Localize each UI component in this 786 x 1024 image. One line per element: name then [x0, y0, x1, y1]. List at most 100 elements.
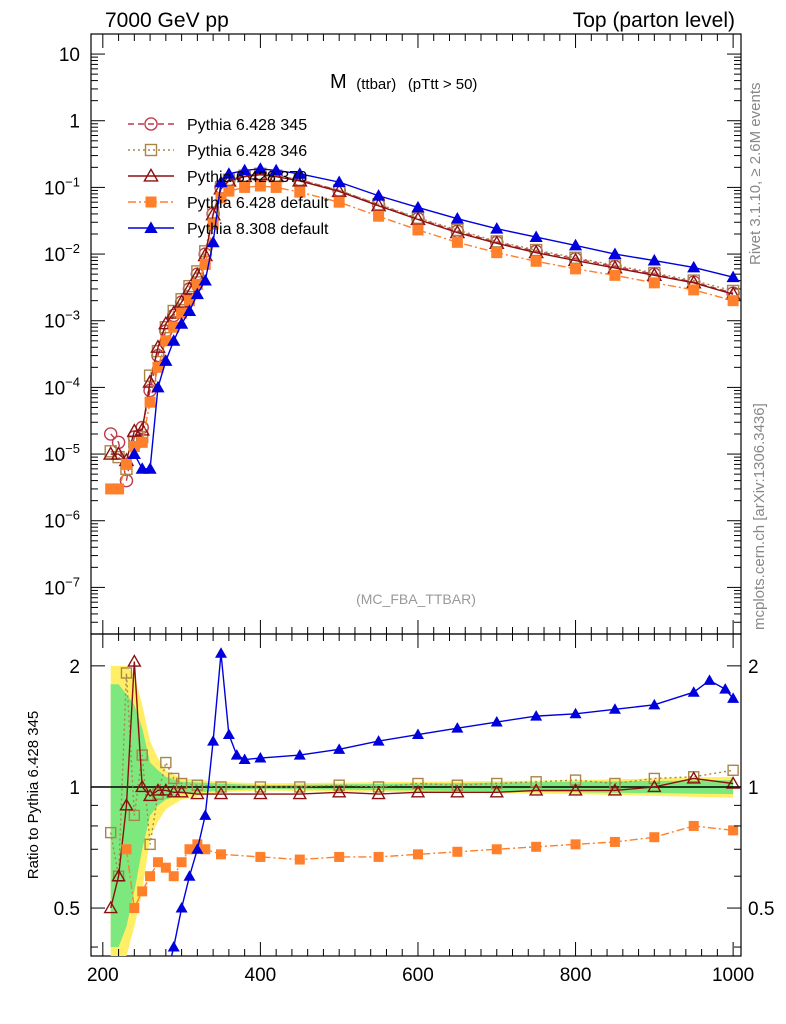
- series-4-point: [199, 258, 211, 270]
- main-y-tick-mantissa: 1: [69, 112, 80, 133]
- ratio-series-1-point: [491, 777, 503, 790]
- ratio-series-3-point: [570, 839, 581, 850]
- ratio-series-3-point: [334, 851, 345, 862]
- series-5-point: [190, 287, 204, 300]
- ratio-series-4-point: [608, 703, 621, 714]
- ratio-series-2-point: [292, 786, 307, 800]
- ratio-series-2-point: [213, 786, 229, 800]
- series-3-point: [291, 172, 308, 187]
- ratio-y-tick-label: 1: [69, 778, 80, 799]
- series-5-point: [608, 247, 622, 260]
- legend-label: Pythia 6.428 370: [187, 169, 307, 186]
- series-4-point: [191, 278, 203, 290]
- ratio-series-2-point: [410, 784, 426, 798]
- series-5-point: [253, 162, 267, 174]
- main-y-tick-label: 10−2: [44, 241, 80, 266]
- ratio-series-3-point: [294, 854, 305, 865]
- series-5-point: [159, 354, 173, 366]
- series-4-point: [144, 396, 156, 408]
- ratio-series-2-point: [331, 784, 347, 798]
- legend: Pythia 6.428 345 Pythia 6.428 346 Pythia 6…: [128, 117, 329, 238]
- ratio-series-1-point: [648, 772, 661, 785]
- ratio-series-4-point: [175, 902, 188, 913]
- ratio-series-4-point: [167, 941, 180, 952]
- ratio-y-tick-label-right: 0.5: [748, 899, 774, 920]
- main-y-tick-mantissa: 10: [44, 178, 65, 199]
- main-y-tick-label: 10−6: [44, 508, 80, 533]
- main-y-tick-exponent: −4: [65, 374, 80, 389]
- series-4-point: [176, 307, 188, 319]
- series-4-point: [183, 295, 195, 307]
- series-5-point: [371, 189, 386, 201]
- ratio-series-3-point: [129, 903, 140, 914]
- series-5-point: [568, 238, 583, 251]
- ratio-series-3-point: [168, 871, 179, 882]
- ratio-series-2-point: [166, 784, 181, 798]
- main-y-tick-label: 10−1: [44, 174, 80, 199]
- legend-label: Pythia 6.428 346: [187, 143, 307, 160]
- ratio-series-4-point: [687, 686, 700, 697]
- ratio-series-2-point: [150, 783, 166, 796]
- legend-marker: [145, 196, 157, 208]
- main-y-tick-mantissa: 10: [44, 245, 65, 266]
- series-4-point: [223, 185, 235, 197]
- ratio-series-1-point: [530, 776, 542, 788]
- ratio-series-2-point: [103, 900, 118, 914]
- ratio-series-2-point: [111, 868, 126, 882]
- ratio-series-2-point: [127, 654, 142, 667]
- ratio-series-3-point: [121, 844, 132, 855]
- series-5-point: [647, 253, 661, 266]
- main-y-tick-label: 10−4: [44, 374, 80, 399]
- series-5-point: [222, 167, 236, 179]
- ratio-series-4-point: [530, 710, 543, 721]
- series-4-point: [105, 483, 117, 495]
- series-4-point: [333, 196, 345, 208]
- ratio-series-group: [103, 647, 741, 956]
- ratio-y-tick-label-right: 1: [748, 778, 759, 799]
- rivet-label: Rivet 3.1.10, ≥ 2.6M events: [747, 83, 764, 266]
- ratio-series-3-point: [491, 844, 502, 855]
- ratio-series-2-point: [568, 783, 583, 796]
- ratio-series-3-point: [184, 844, 195, 855]
- ratio-series-3-line: [125, 825, 734, 911]
- series-3-point: [110, 446, 127, 460]
- ratio-series-3-point: [688, 820, 699, 831]
- series-4-point: [570, 263, 582, 275]
- main-y-tick-label: 10: [59, 45, 80, 66]
- main-y-tick-label: 1: [69, 112, 80, 133]
- ratio-series-1-point: [254, 781, 267, 793]
- chart-title-extra: (pTtt > 50): [408, 76, 478, 93]
- series-3-point: [236, 168, 253, 183]
- ratio-y-label: Ratio to Pythia 6.428 345: [25, 711, 42, 879]
- ratio-series-2-point: [253, 786, 268, 800]
- series-5-point: [143, 462, 157, 474]
- ratio-series-4-line: [170, 653, 734, 956]
- ratio-x-tick-label: 1000: [712, 965, 754, 986]
- series-5-point: [269, 163, 283, 176]
- series-2-point: [451, 223, 464, 237]
- series-5-point: [127, 447, 141, 460]
- main-y-tick-exponent: −5: [65, 441, 80, 456]
- ratio-y-tick-label: 2: [69, 657, 80, 678]
- ratio-series-1-point: [136, 749, 148, 761]
- ratio-series-2-point: [371, 786, 386, 800]
- series-4-point: [609, 269, 621, 281]
- series-3-line: [110, 174, 734, 462]
- legend-marker: [144, 117, 158, 131]
- ratio-series-4-point: [191, 843, 204, 854]
- main-series-group: [102, 162, 741, 495]
- ratio-series-3-point: [373, 851, 384, 862]
- series-4-point: [215, 192, 227, 204]
- main-y-tick-mantissa: 10: [44, 512, 65, 533]
- series-4-point: [727, 295, 739, 307]
- ratio-series-2-point: [489, 784, 504, 798]
- ratio-series-2-point: [135, 779, 150, 793]
- ratio-x-tick-label: 800: [560, 965, 592, 986]
- legend-marker: [144, 221, 158, 233]
- main-y-tick-exponent: −6: [65, 508, 80, 523]
- ratio-series-3-point: [216, 849, 226, 860]
- series-1-point: [103, 427, 118, 441]
- legend-marker: [143, 167, 159, 182]
- main-y-tick-exponent: −7: [65, 574, 80, 589]
